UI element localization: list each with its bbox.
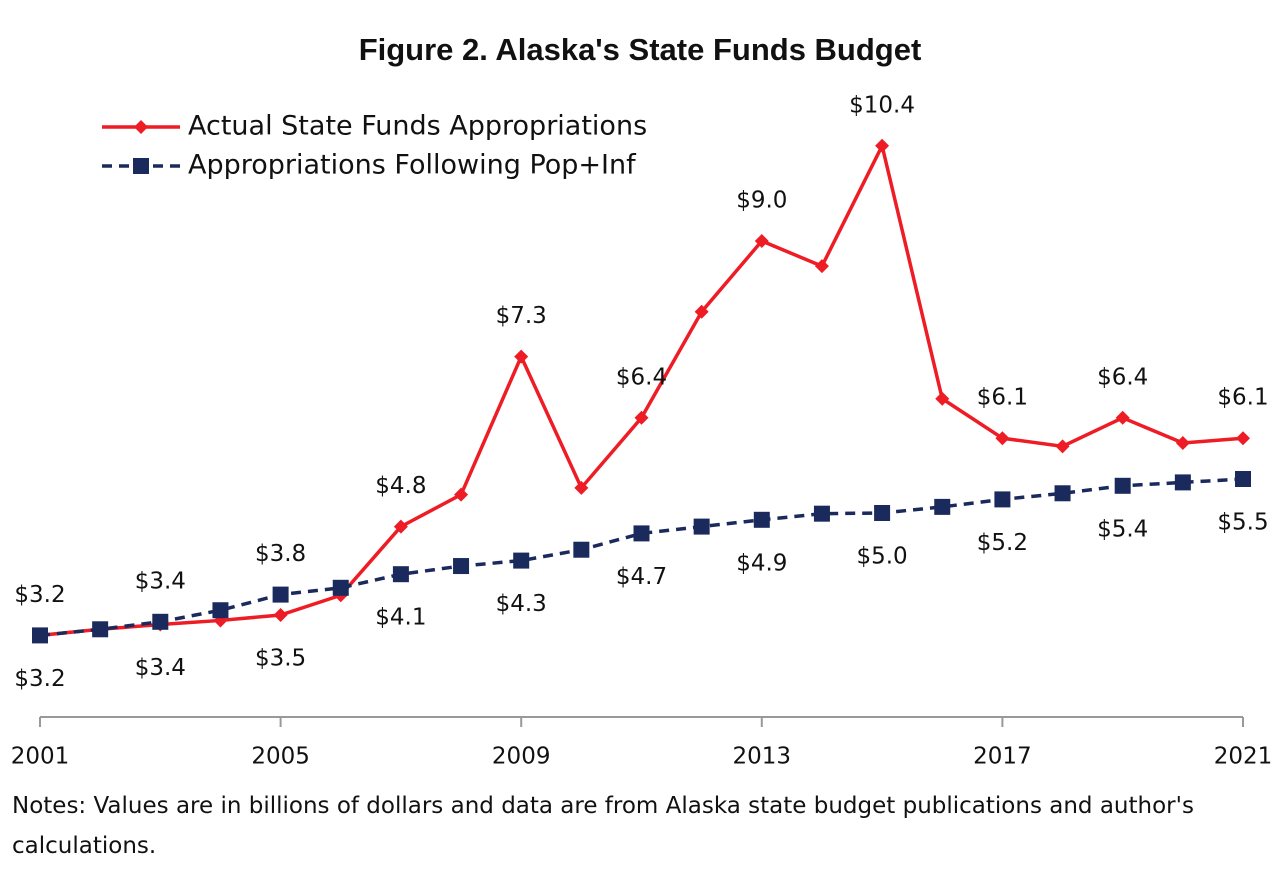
marker xyxy=(1175,435,1190,450)
marker xyxy=(92,621,109,638)
marker xyxy=(995,431,1010,446)
marker xyxy=(875,138,890,153)
data-label: $6.1 xyxy=(1217,385,1268,411)
marker xyxy=(874,505,891,521)
data-label: $4.1 xyxy=(375,605,426,631)
marker xyxy=(753,511,770,528)
x-tick-label: 2005 xyxy=(251,744,310,770)
x-tick-label: 2009 xyxy=(492,744,551,770)
marker xyxy=(152,613,169,630)
x-tick-label: 2021 xyxy=(1214,744,1273,770)
data-label: $5.4 xyxy=(1097,516,1148,542)
marker xyxy=(1114,477,1131,494)
data-label: $3.4 xyxy=(135,655,186,681)
legend-label: Appropriations Following Pop+Inf xyxy=(188,150,637,181)
marker xyxy=(633,525,650,542)
chart-title: Figure 2. Alaska's State Funds Budget xyxy=(359,32,922,67)
marker xyxy=(694,304,709,319)
marker xyxy=(1054,485,1071,502)
marker xyxy=(273,608,288,622)
marker xyxy=(272,586,289,603)
marker xyxy=(693,518,710,535)
marker xyxy=(453,558,470,575)
data-label: $4.7 xyxy=(616,564,667,590)
data-label: $4.9 xyxy=(736,550,787,576)
marker xyxy=(813,505,830,522)
data-label: $6.4 xyxy=(616,364,667,390)
data-label: $3.2 xyxy=(14,582,65,608)
marker xyxy=(392,566,409,583)
marker xyxy=(454,487,469,502)
marker xyxy=(1236,431,1250,446)
marker xyxy=(994,491,1011,508)
marker xyxy=(133,158,149,174)
marker xyxy=(1235,471,1251,487)
marker xyxy=(1115,410,1130,425)
data-label: $3.8 xyxy=(255,541,306,567)
marker xyxy=(934,498,951,515)
data-label: $10.4 xyxy=(849,92,915,118)
marker xyxy=(754,234,769,248)
x-tick-label: 2013 xyxy=(733,744,792,770)
data-label: $3.2 xyxy=(14,666,65,692)
data-label: $7.3 xyxy=(496,303,547,329)
marker xyxy=(573,541,590,558)
data-label: $3.5 xyxy=(255,646,306,672)
marker xyxy=(134,120,148,134)
marker xyxy=(1055,439,1070,454)
data-label: $6.4 xyxy=(1097,364,1148,390)
data-label: $6.1 xyxy=(977,385,1028,411)
marker xyxy=(1174,474,1191,491)
data-label: $5.5 xyxy=(1217,510,1268,536)
marker xyxy=(935,391,950,406)
data-label: $4.3 xyxy=(496,591,547,617)
x-tick-label: 2017 xyxy=(973,744,1032,770)
marker xyxy=(32,627,48,644)
data-label: $9.0 xyxy=(736,188,787,214)
data-label: $4.8 xyxy=(375,473,426,499)
x-tick-label: 2001 xyxy=(11,744,70,770)
marker xyxy=(212,602,229,619)
data-label: $5.0 xyxy=(856,544,907,570)
notes: Notes: Values are in billions of dollars… xyxy=(12,793,1194,859)
marker xyxy=(332,579,349,596)
series-line xyxy=(39,140,1244,638)
marker xyxy=(574,480,589,495)
marker xyxy=(514,349,529,364)
legend-label: Actual State Funds Appropriations xyxy=(188,111,647,142)
data-label: $3.4 xyxy=(135,568,186,594)
marker xyxy=(513,552,530,569)
marker xyxy=(393,519,408,534)
marker xyxy=(814,259,829,274)
data-label: $5.2 xyxy=(977,530,1028,556)
marker xyxy=(634,410,649,425)
